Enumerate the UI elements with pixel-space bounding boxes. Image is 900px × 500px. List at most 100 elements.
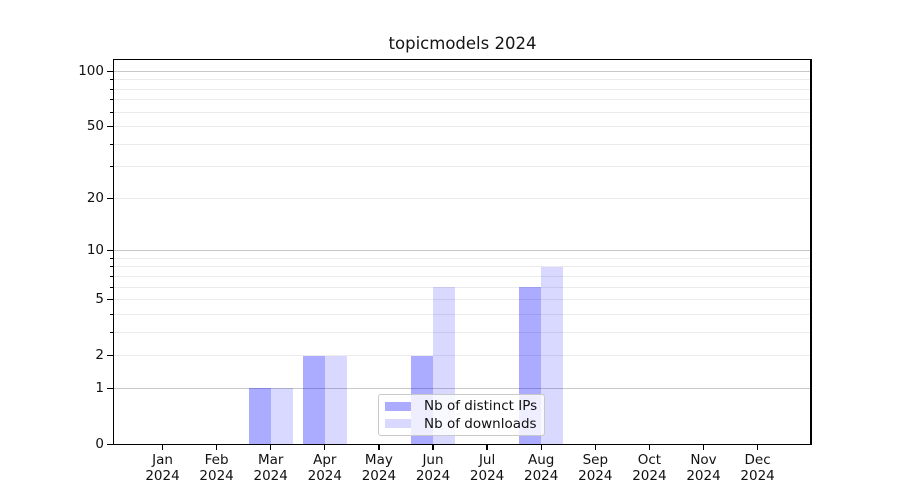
y-tick-label-0: 0 [95, 435, 104, 452]
x-tick-label-Mar: Mar 2024 [239, 452, 303, 485]
y-minor-tick-4 [110, 313, 114, 315]
y-tick-label-1: 1 [95, 379, 104, 396]
x-tick-Aug [540, 445, 542, 451]
gridline-70 [114, 99, 810, 101]
bar-downloads-Aug [541, 266, 564, 446]
y-tick-label-20: 20 [86, 189, 104, 206]
gridline-2 [114, 355, 810, 356]
gridline-6 [114, 286, 810, 288]
x-tick-month: Sep [582, 451, 609, 468]
y-minor-tick-70 [110, 99, 114, 101]
top-spine [112, 58, 812, 60]
y-tick-label-10: 10 [86, 241, 104, 258]
x-tick-year: 2024 [469, 468, 505, 484]
gridline-5 [114, 298, 810, 300]
y-minor-tick-3 [110, 331, 114, 333]
y-tick-10 [107, 249, 114, 252]
x-tick-label-Aug: Aug 2024 [509, 452, 573, 485]
x-tick-month: Jun [422, 451, 444, 468]
x-tick-label-Apr: Apr 2024 [293, 452, 357, 485]
gridline-80 [114, 88, 810, 90]
bar-downloads-Apr [324, 355, 347, 446]
x-tick-year: 2024 [415, 468, 451, 484]
x-tick-label-Sep: Sep 2024 [563, 452, 627, 485]
x-tick-Jan [161, 445, 164, 451]
y-minor-tick-9 [110, 257, 114, 259]
x-tick-Jul [486, 445, 488, 451]
x-tick-year: 2024 [253, 468, 288, 484]
x-tick-Nov [702, 445, 705, 451]
y-tick-1 [107, 387, 114, 389]
bar-distinct-ips-Apr [302, 355, 325, 446]
x-tick-label-Jun: Jun 2024 [401, 452, 465, 485]
x-tick-year: 2024 [524, 468, 559, 484]
x-tick-Mar [270, 445, 272, 451]
gridline-3 [114, 331, 810, 333]
x-tick-label-Oct: Oct 2024 [617, 452, 681, 485]
bar-downloads-Mar [270, 388, 293, 446]
x-tick-month: Apr [313, 451, 337, 468]
y-minor-tick-30 [110, 166, 114, 168]
y-tick-5 [107, 298, 114, 301]
x-tick-year: 2024 [361, 468, 397, 484]
gridline-40 [114, 143, 810, 145]
legend-label-distinct-ips: Nb of distinct IPs [424, 398, 538, 415]
x-tick-month: Nov [690, 451, 717, 468]
y-tick-label-50: 50 [86, 118, 104, 135]
x-tick-label-Jan: Jan 2024 [131, 452, 195, 485]
legend: Nb of distinct IPs Nb of downloads [378, 394, 545, 436]
y-tick-20 [107, 197, 114, 199]
x-tick-month: Jul [478, 451, 496, 468]
y-minor-tick-6 [110, 286, 114, 288]
y-minor-tick-80 [110, 88, 114, 90]
x-tick-year: 2024 [145, 468, 180, 484]
y-tick-label-5: 5 [95, 290, 104, 307]
gridline-8 [114, 266, 810, 268]
chart-title: topicmodels 2024 [388, 34, 537, 53]
x-tick-label-Dec: Dec 2024 [726, 452, 790, 485]
x-tick-month: Dec [744, 451, 771, 468]
gridline-30 [114, 166, 810, 168]
gridline-7 [114, 275, 810, 277]
x-tick-Sep [594, 445, 596, 451]
gridline-50 [114, 126, 810, 128]
x-tick-label-Feb: Feb 2024 [185, 452, 249, 485]
x-tick-Dec [756, 445, 759, 451]
y-tick-0 [107, 443, 114, 445]
y-minor-tick-7 [110, 275, 114, 277]
legend-row-distinct-ips: Nb of distinct IPs [385, 398, 537, 414]
x-tick-year: 2024 [199, 468, 234, 484]
y-tick-label-100: 100 [78, 62, 104, 79]
x-tick-month: Feb [204, 451, 229, 468]
x-tick-month: Mar [257, 451, 284, 468]
y-minor-tick-60 [110, 111, 114, 113]
gridline-4 [114, 313, 810, 315]
x-tick-year: 2024 [686, 468, 721, 484]
x-tick-Jun [432, 445, 434, 451]
bottom-spine [112, 443, 812, 446]
y-tick-2 [107, 354, 114, 357]
gridline-60 [114, 111, 810, 113]
y-minor-tick-40 [110, 143, 114, 145]
y-tick-label-2: 2 [95, 347, 104, 363]
x-tick-month: Jan [152, 451, 173, 468]
x-tick-Oct [648, 445, 651, 451]
gridline-100 [114, 70, 810, 72]
right-spine [810, 58, 812, 446]
legend-swatch-distinct-ips-icon [385, 401, 411, 412]
y-minor-tick-8 [110, 266, 114, 268]
x-tick-May [378, 445, 380, 451]
x-tick-year: 2024 [578, 468, 613, 484]
x-tick-month: Oct [637, 451, 662, 468]
x-tick-year: 2024 [740, 468, 775, 484]
y-tick-100 [107, 70, 114, 72]
x-tick-Feb [215, 445, 218, 451]
x-tick-Apr [324, 445, 326, 451]
y-minor-tick-90 [110, 79, 114, 81]
left-spine [112, 58, 115, 446]
x-tick-label-Nov: Nov 2024 [672, 452, 736, 485]
y-tick-50 [107, 125, 114, 128]
gridline-20 [114, 197, 810, 199]
x-tick-label-Jul: Jul 2024 [455, 452, 519, 485]
